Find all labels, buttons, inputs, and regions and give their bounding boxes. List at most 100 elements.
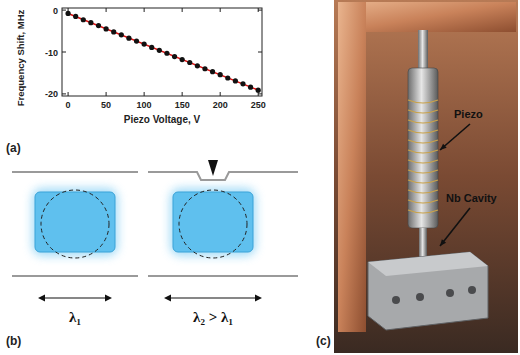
y-tick (62, 93, 66, 94)
piezo-wire (408, 110, 438, 113)
photo-label: Nb Cavity (446, 192, 498, 204)
arrow-head (255, 295, 262, 302)
x-tick (68, 92, 69, 96)
data-point (104, 26, 109, 31)
x-axis-label: Piezo Voltage, V (124, 114, 201, 125)
data-point (187, 60, 192, 65)
data-point (149, 45, 154, 50)
data-point (126, 36, 131, 41)
data-point (73, 14, 78, 19)
wavelength-arrow (42, 297, 108, 298)
y-tick-right (258, 52, 262, 53)
panel-label: (a) (6, 141, 21, 155)
piezo-wire (408, 130, 438, 133)
label-arrow (440, 208, 470, 246)
piezo-wire (408, 170, 438, 173)
data-point (225, 75, 230, 80)
piezo-wire (408, 100, 438, 103)
data-point (111, 29, 116, 34)
screw-hole (468, 286, 476, 294)
data-point (164, 51, 169, 56)
piezo-wire (408, 160, 438, 163)
data-point (240, 81, 245, 86)
data-point (256, 88, 261, 93)
data-point (172, 54, 177, 59)
x-tick-label: 50 (101, 100, 111, 110)
arrow-head (38, 295, 45, 302)
screw-hole (416, 293, 424, 301)
plot-marks (65, 11, 260, 93)
data-point (88, 20, 93, 25)
data-point (202, 66, 207, 71)
data-point (233, 78, 238, 83)
cavity-wall-bottom (148, 275, 298, 277)
x-tick (106, 92, 107, 96)
y-tick (62, 52, 66, 53)
piezo-wire (408, 190, 438, 193)
cavity-wall-top (148, 172, 298, 180)
photo-label: Piezo (454, 108, 483, 120)
x-tick (144, 92, 145, 96)
x-tick-label: 100 (137, 100, 152, 110)
piezo-wire (408, 150, 438, 153)
panel-label: (c) (316, 334, 331, 348)
cavity-diagram: λ₁ λ₂ > λ₁ (12, 160, 298, 325)
nb-cavity (368, 252, 488, 330)
data-point (218, 72, 223, 77)
cavity-wall-bottom (12, 275, 138, 277)
x-tick-label: 250 (251, 100, 266, 110)
piezo-wire (408, 210, 438, 213)
piezo-wire (408, 180, 438, 183)
wavelength-label: λ₂ > λ₁ (193, 309, 233, 325)
arrow-head (440, 144, 447, 150)
copper-plate-side (338, 2, 366, 332)
x-tick (220, 92, 221, 96)
x-tick-top (144, 8, 145, 12)
arrow-head (164, 295, 171, 302)
y-tick-label: -10 (45, 48, 58, 58)
x-tick (182, 92, 183, 96)
piezo-wire (408, 200, 438, 203)
screw-hole (446, 289, 454, 297)
label-arrow (440, 124, 470, 150)
mode-glow (170, 188, 256, 256)
figure: 050100150200250-20-100Piezo Voltage, VFr… (0, 0, 520, 355)
arrow-head (105, 295, 112, 302)
y-tick-right (258, 10, 262, 11)
y-tick-label: -20 (45, 89, 58, 99)
x-tick-label: 200 (213, 100, 228, 110)
cavity-wall-top (12, 171, 138, 173)
arrow-head (440, 239, 446, 246)
data-point (195, 63, 200, 68)
mode-circle (179, 190, 247, 258)
data-point (210, 69, 215, 74)
x-tick-top (220, 8, 221, 12)
data-point (81, 17, 86, 22)
data-point (96, 23, 101, 28)
wavelength-label: λ₁ (69, 309, 81, 325)
piezo-wire (408, 120, 438, 123)
chart: 050100150200250-20-100Piezo Voltage, VFr… (15, 6, 266, 125)
push-rod (419, 228, 427, 258)
data-point (65, 11, 70, 16)
piezo-body (408, 68, 438, 228)
data-point (248, 85, 253, 90)
data-point (142, 41, 147, 46)
mode-circle (41, 190, 109, 258)
tuning-pin (208, 160, 218, 176)
data-point (119, 32, 124, 37)
y-tick (62, 10, 66, 11)
x-tick-top (106, 8, 107, 12)
mode-glow (32, 188, 118, 256)
plot-frame (62, 8, 262, 96)
screw-hole (392, 296, 400, 304)
y-axis-label: Frequency Shift, MHz (15, 9, 26, 106)
photo-background (334, 0, 518, 353)
piezo-wire (408, 140, 438, 143)
x-tick-label: 0 (66, 100, 71, 110)
data-point (180, 57, 185, 62)
x-tick-label: 150 (175, 100, 190, 110)
data-point (134, 39, 139, 44)
x-tick-top (182, 8, 183, 12)
wavelength-arrow (168, 297, 258, 298)
